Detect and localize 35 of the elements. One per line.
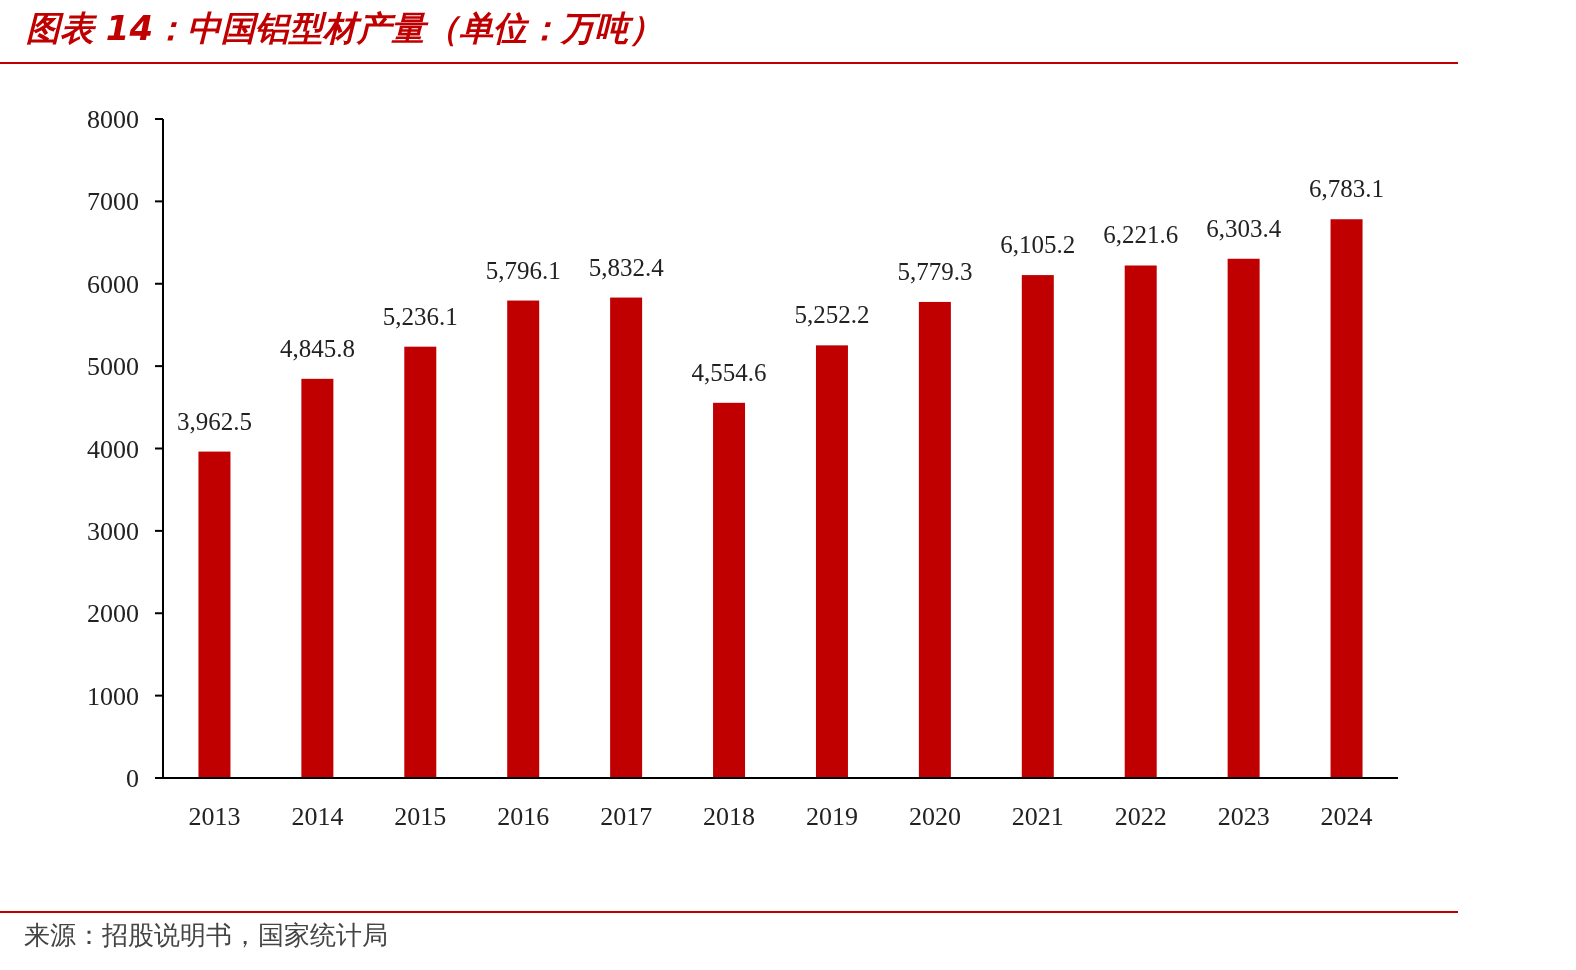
- data-label: 5,252.2: [794, 301, 870, 329]
- y-tick-label: 7000: [87, 187, 139, 217]
- x-tick-label: 2019: [805, 802, 858, 831]
- x-tick-label: 2013: [188, 802, 241, 831]
- source-note: 来源：招股说明书，国家统计局: [24, 920, 388, 950]
- data-label: 3,962.5: [176, 407, 252, 435]
- x-tick-label: 2024: [1320, 802, 1373, 831]
- x-tick-label: 2022: [1114, 802, 1167, 831]
- data-label: 6,303.4: [1206, 214, 1282, 242]
- title: 图表 14：中国铝型材产量（单位：万吨）: [26, 8, 664, 48]
- x-tick-label: 2015: [394, 802, 447, 831]
- x-tick-label: 2020: [908, 802, 961, 831]
- data-label: 4,554.6: [691, 358, 767, 386]
- data-label: 6,221.6: [1103, 221, 1179, 249]
- y-tick-label: 0: [126, 764, 139, 793]
- x-tick-label: 2014: [291, 802, 344, 831]
- y-tick-label: 1000: [87, 681, 139, 711]
- y-tick-label: 2000: [87, 599, 139, 629]
- x-tick-label: 2017: [600, 802, 653, 831]
- x-tick-label: 2023: [1217, 802, 1270, 831]
- data-label: 5,796.1: [485, 256, 561, 284]
- x-tick-label: 2016: [497, 802, 550, 831]
- y-tick-label: 6000: [87, 269, 139, 299]
- data-label: 6,783.1: [1309, 175, 1385, 203]
- data-label: 6,105.2: [1000, 231, 1076, 259]
- y-tick-label: 5000: [87, 352, 139, 382]
- y-tick-label: 8000: [87, 105, 139, 134]
- data-label: 5,779.3: [897, 257, 973, 285]
- data-label: 5,832.4: [588, 253, 665, 281]
- data-label: 5,236.1: [382, 302, 458, 330]
- data-label: 4,845.8: [279, 334, 355, 362]
- y-tick-label: 4000: [87, 434, 139, 464]
- x-tick-label: 2018: [703, 802, 756, 831]
- x-tick-label: 2021: [1011, 802, 1064, 831]
- y-tick-label: 3000: [87, 516, 139, 546]
